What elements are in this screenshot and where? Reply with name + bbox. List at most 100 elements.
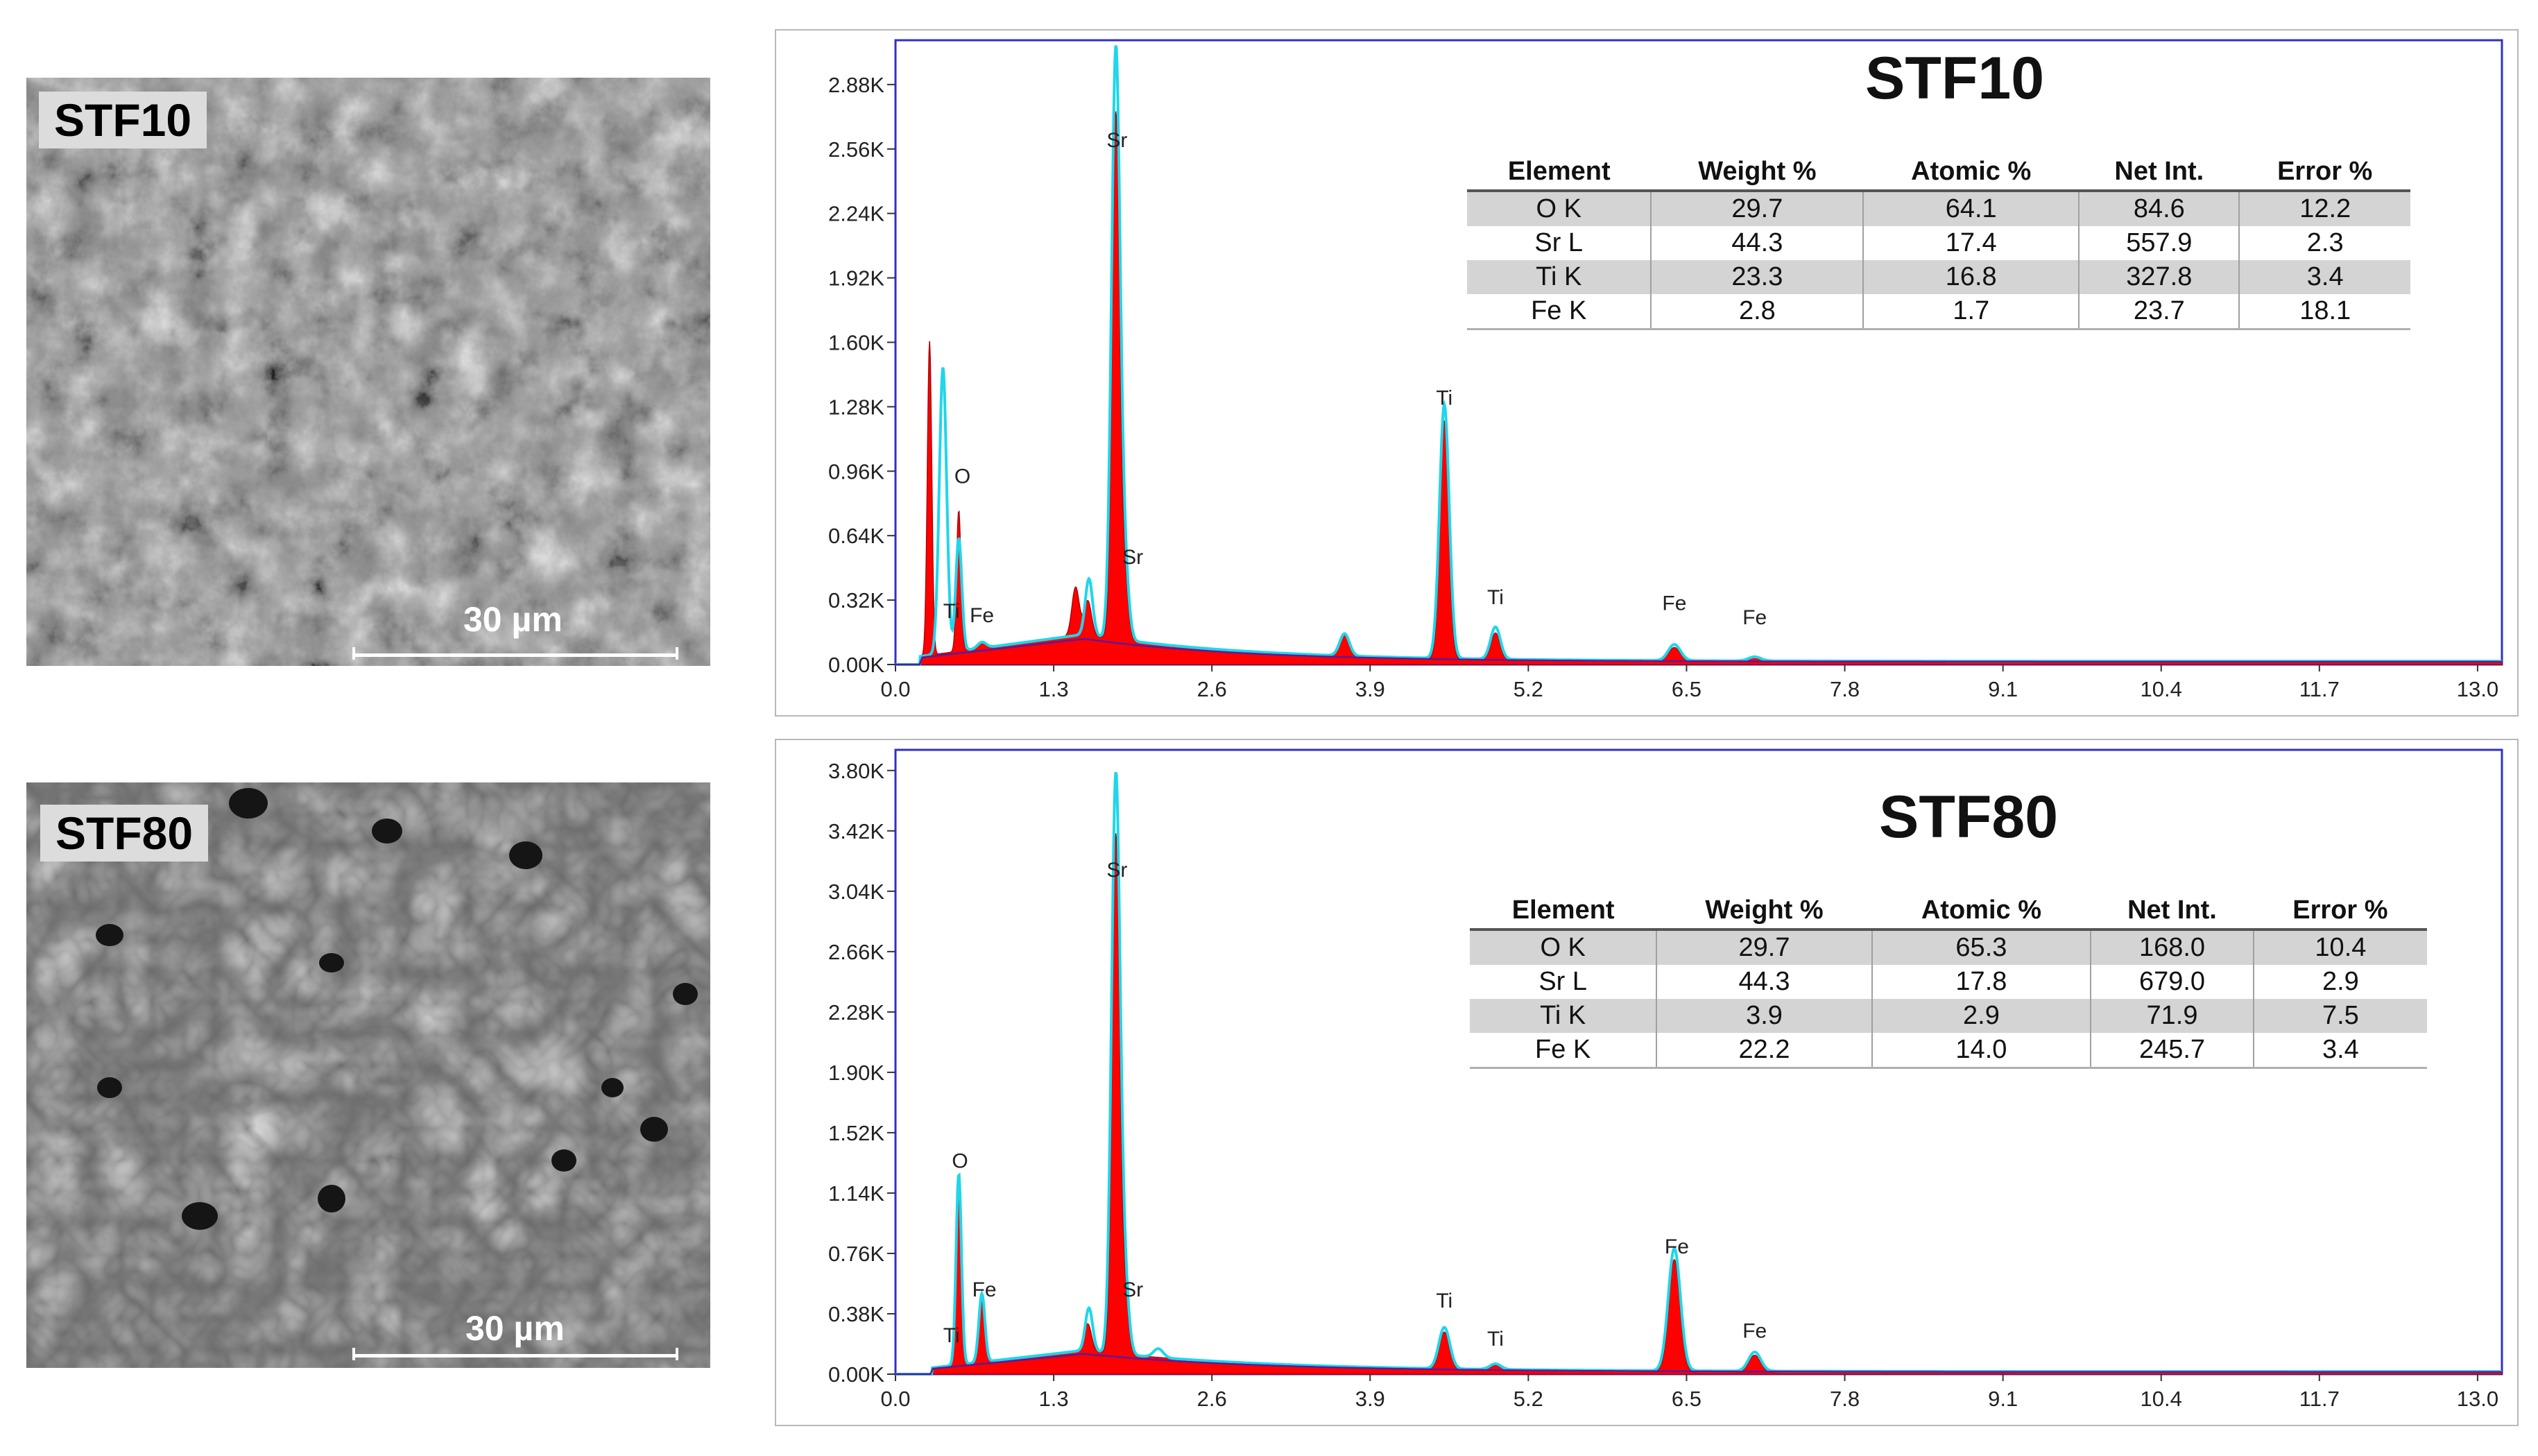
table-cell: 2.8 xyxy=(1650,294,1864,330)
y-tick-label: 2.66K xyxy=(828,940,884,964)
table-cell: 23.3 xyxy=(1650,260,1864,294)
table-cell: 17.4 xyxy=(1862,226,2080,260)
y-tick-label: 0.00K xyxy=(828,1362,884,1387)
table-cell: 3.9 xyxy=(1656,999,1872,1033)
x-tick-label: 13.0 xyxy=(2457,1387,2498,1411)
table-cell: 2.3 xyxy=(2238,226,2410,260)
y-tick-label: 2.24K xyxy=(828,202,884,226)
x-tick-label: 2.6 xyxy=(1197,1387,1227,1411)
table-cell: 17.8 xyxy=(1871,965,2091,999)
table-cell: Fe K xyxy=(1467,294,1652,330)
y-tick-label: 0.96K xyxy=(828,459,884,483)
table-cell: Ti K xyxy=(1467,260,1652,294)
table-cell: Fe K xyxy=(1470,1033,1657,1069)
sem-label: STF10 xyxy=(39,92,207,148)
scale-bar xyxy=(352,1348,678,1360)
column-header: Atomic % xyxy=(1863,155,2080,192)
peak-label: Ti xyxy=(943,600,960,623)
y-tick-label: 0.64K xyxy=(828,524,884,548)
x-tick-label: 7.8 xyxy=(1830,1387,1860,1411)
table-row: Fe K 22.2 14.0 245.7 3.4 xyxy=(1470,1033,2427,1069)
table-row: Sr L 44.3 17.4 557.9 2.3 xyxy=(1467,226,2410,260)
table-cell: 1.7 xyxy=(1862,294,2080,330)
column-header: Error % xyxy=(2253,894,2427,931)
sem-texture-grains xyxy=(26,782,710,1368)
sem-texture-rough xyxy=(26,78,710,666)
x-tick-label: 1.3 xyxy=(1039,677,1069,701)
table-cell: 22.2 xyxy=(1656,1033,1872,1069)
table-cell: 29.7 xyxy=(1656,930,1872,965)
x-tick-label: 11.7 xyxy=(2299,1387,2340,1411)
table-cell: 168.0 xyxy=(2090,930,2254,965)
composition-table: Element Weight % Atomic % Net Int. Error… xyxy=(1470,894,2427,1069)
y-tick-label: 3.42K xyxy=(828,819,884,843)
peak-label: Ti xyxy=(1487,586,1504,609)
table-cell: Ti K xyxy=(1470,999,1657,1033)
table-cell: 64.1 xyxy=(1862,191,2080,226)
table-cell: 84.6 xyxy=(2078,191,2240,226)
table-cell: 3.4 xyxy=(2252,1033,2427,1069)
column-header: Element xyxy=(1470,894,1657,931)
table-cell: 245.7 xyxy=(2090,1033,2254,1069)
column-header: Net Int. xyxy=(2091,894,2254,931)
peak-label: Fe xyxy=(1662,592,1686,615)
y-tick-label: 0.00K xyxy=(828,653,884,677)
table-cell: 65.3 xyxy=(1871,930,2091,965)
peak-label: Ti xyxy=(1436,386,1452,409)
table-row: Ti K 3.9 2.9 71.9 7.5 xyxy=(1470,999,2427,1033)
y-tick-label: 1.90K xyxy=(828,1061,884,1085)
table-cell: 29.7 xyxy=(1650,191,1864,226)
table-cell: 10.4 xyxy=(2252,930,2427,965)
table-cell: 2.9 xyxy=(2252,965,2427,999)
column-header: Weight % xyxy=(1656,894,1872,931)
peak-label: Fe xyxy=(970,604,994,627)
eds-spectrum-panel-stf80: 0.00K 0.38K 0.76K 1.14K 1.52K 1.90K 2.28K 2.66K… xyxy=(775,739,2519,1426)
peak-label: Ti xyxy=(1487,1328,1504,1351)
table-row: Fe K 2.8 1.7 23.7 18.1 xyxy=(1467,294,2410,330)
x-tick-label: 3.9 xyxy=(1355,677,1385,701)
x-tick-label: 5.2 xyxy=(1514,1387,1543,1411)
table-cell: 2.9 xyxy=(1871,999,2091,1033)
plot-frame xyxy=(894,39,2503,666)
chart-title: STF10 xyxy=(1865,45,2045,112)
x-tick-label: 13.0 xyxy=(2457,677,2498,701)
peak-label: Sr xyxy=(1106,859,1127,882)
peak-label: Sr xyxy=(1106,129,1127,152)
x-tick-label: 9.1 xyxy=(1988,1387,2018,1411)
y-tick-label: 1.92K xyxy=(828,266,884,291)
y-tick-label: 2.28K xyxy=(828,1000,884,1025)
peak-label: Ti xyxy=(1436,1290,1452,1312)
peak-label: Ti xyxy=(943,1324,960,1347)
chart-title: STF80 xyxy=(1879,784,2059,850)
x-tick-label: 1.3 xyxy=(1039,1387,1069,1411)
table-cell: 16.8 xyxy=(1862,260,2080,294)
y-tick-label: 2.56K xyxy=(828,137,884,162)
table-cell: 44.3 xyxy=(1656,965,1872,999)
y-tick-label: 1.14K xyxy=(828,1181,884,1206)
column-header: Error % xyxy=(2239,155,2410,192)
table-cell: Sr L xyxy=(1534,228,1584,257)
peak-label: O xyxy=(952,1149,968,1172)
x-tick-label: 2.6 xyxy=(1197,677,1227,701)
table-row: Sr L 44.3 17.8 679.0 2.9 xyxy=(1470,965,2427,999)
sem-label: STF80 xyxy=(40,805,209,862)
column-header: Weight % xyxy=(1651,155,1864,192)
x-tick-label: 9.1 xyxy=(1988,677,2018,701)
peak-label: Fe xyxy=(1742,606,1767,629)
scale-bar-label: 30 µm xyxy=(465,1309,565,1348)
table-cell: 44.3 xyxy=(1650,226,1864,260)
x-tick-label: 6.5 xyxy=(1672,1387,1701,1411)
table-cell: 3.4 xyxy=(2238,260,2410,294)
background-line xyxy=(895,1353,2502,1376)
x-tick-label: 6.5 xyxy=(1672,677,1701,701)
y-tick-label: 0.76K xyxy=(828,1242,884,1266)
x-tick-label: 5.2 xyxy=(1514,677,1543,701)
y-tick-label: 3.80K xyxy=(828,759,884,783)
table-cell: 679.0 xyxy=(2090,965,2254,999)
table-cell: 14.0 xyxy=(1871,1033,2091,1069)
y-tick-label: 0.38K xyxy=(828,1302,884,1326)
column-header: Net Int. xyxy=(2079,155,2240,192)
table-row: O K 29.7 64.1 84.6 12.2 xyxy=(1467,191,2410,226)
table-cell: 12.2 xyxy=(2238,191,2410,226)
table-cell: Sr L xyxy=(1538,967,1588,996)
